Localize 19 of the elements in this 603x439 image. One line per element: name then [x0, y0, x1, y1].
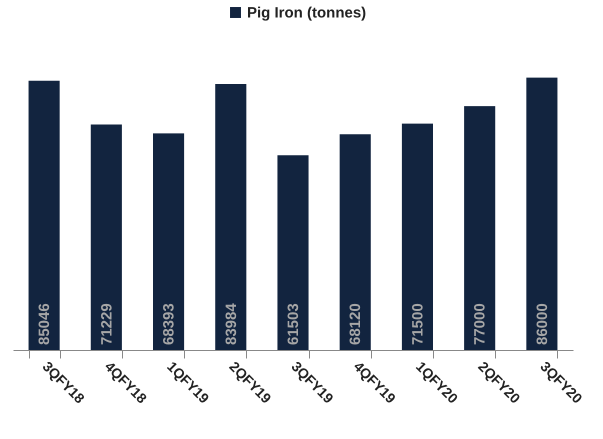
data-label: 85046 — [36, 303, 54, 345]
bar — [277, 155, 309, 350]
bar — [215, 84, 246, 350]
bar — [28, 80, 60, 350]
bar — [402, 124, 433, 350]
data-label: 83984 — [222, 302, 240, 345]
data-label: 71229 — [98, 303, 116, 345]
bar — [90, 124, 122, 350]
data-label: 77000 — [472, 303, 489, 345]
bar — [526, 78, 558, 350]
data-label: 71500 — [409, 303, 426, 345]
data-label: 86000 — [534, 303, 551, 345]
bar — [340, 134, 371, 350]
legend-label: Pig Iron (tonnes) — [247, 4, 366, 22]
data-label: 68120 — [347, 303, 364, 345]
data-label: 61503 — [285, 303, 302, 345]
bar — [153, 133, 184, 350]
bar — [464, 106, 496, 350]
data-label: 68393 — [160, 303, 178, 345]
